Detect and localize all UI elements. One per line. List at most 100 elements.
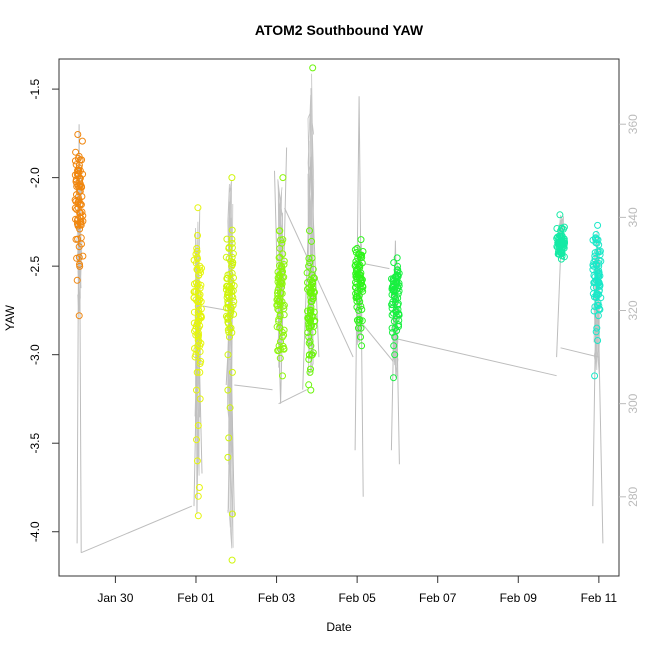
x-tick-label: Feb 01 <box>177 591 215 605</box>
data-point <box>193 457 201 465</box>
data-point <box>280 311 288 319</box>
data-point <box>594 312 602 320</box>
data-point <box>196 368 204 376</box>
data-point <box>279 174 287 182</box>
y-tick-label: -3.0 <box>28 344 42 365</box>
data-point <box>224 282 232 290</box>
x-tick-label: Feb 09 <box>500 591 538 605</box>
data-point <box>196 348 204 356</box>
data-point <box>79 212 87 220</box>
data-point <box>72 148 80 156</box>
data-point <box>72 176 80 184</box>
data-point <box>79 217 87 225</box>
data-point <box>591 372 599 380</box>
data-point <box>191 353 199 361</box>
data-point <box>278 265 286 273</box>
data-point <box>354 269 362 277</box>
data-point <box>308 254 316 262</box>
data-point <box>596 280 604 288</box>
line-segment <box>76 124 82 553</box>
data-point <box>227 304 235 312</box>
data-point <box>276 296 284 303</box>
data-point <box>310 274 318 282</box>
data-point <box>593 324 601 332</box>
data-point <box>198 264 205 272</box>
data-point <box>595 302 603 309</box>
data-point <box>590 272 598 279</box>
data-point <box>280 301 288 309</box>
data-point <box>230 310 238 318</box>
y2-tick-label: 360 <box>626 114 640 134</box>
y-tick-label: -3.5 <box>28 433 42 454</box>
data-point <box>357 236 365 244</box>
data-point <box>594 337 602 344</box>
data-point <box>194 492 202 500</box>
data-point <box>226 288 234 296</box>
data-point <box>190 319 198 327</box>
data-point <box>275 227 283 235</box>
data-point <box>390 342 398 350</box>
data-point <box>311 288 318 296</box>
data-point <box>228 226 236 234</box>
data-point <box>279 268 286 276</box>
data-point <box>194 512 202 520</box>
data-point <box>595 287 603 295</box>
data-point <box>222 312 230 320</box>
data-point <box>358 342 366 350</box>
data-point <box>307 365 314 373</box>
data-point <box>305 355 313 363</box>
data-point <box>274 302 282 309</box>
data-point <box>78 208 86 216</box>
data-point <box>224 386 232 394</box>
data-point <box>353 275 361 283</box>
data-point <box>592 231 600 238</box>
data-point <box>227 257 235 265</box>
data-point <box>229 293 237 301</box>
yaw-point-series <box>71 64 605 564</box>
data-point <box>75 198 83 206</box>
data-point <box>228 239 236 247</box>
data-point <box>228 510 236 518</box>
data-point <box>276 354 284 362</box>
y2-tick-label: 300 <box>626 393 640 413</box>
data-point <box>309 265 317 273</box>
data-point <box>224 351 232 359</box>
data-point <box>228 174 236 182</box>
data-point <box>307 303 315 311</box>
data-point <box>595 270 603 278</box>
data-point <box>308 322 316 330</box>
data-point <box>191 327 198 335</box>
data-point <box>358 306 366 313</box>
data-point <box>558 248 566 256</box>
data-point <box>194 422 202 429</box>
data-point <box>197 357 205 365</box>
data-point <box>593 236 601 244</box>
y-axis: -4.0 -3.5 -3.0 -2.5 -2.0 -1.5 <box>28 78 59 542</box>
data-point <box>558 225 566 233</box>
data-point <box>226 325 234 333</box>
data-point <box>225 434 233 442</box>
data-point <box>358 317 366 325</box>
data-point <box>277 236 284 244</box>
data-point <box>196 395 204 403</box>
line-segment <box>560 347 600 358</box>
data-point <box>197 305 205 313</box>
line-segment <box>365 263 390 270</box>
data-point <box>197 281 205 289</box>
data-point <box>277 345 284 353</box>
data-point <box>193 436 200 444</box>
y-tick-label: -2.0 <box>28 167 42 188</box>
data-point <box>592 328 600 336</box>
data-point <box>228 556 236 564</box>
data-point <box>193 282 201 290</box>
data-point <box>352 293 360 301</box>
data-point <box>558 234 566 242</box>
data-point <box>589 236 597 244</box>
data-point <box>190 308 198 316</box>
data-point <box>306 337 314 345</box>
data-point <box>226 404 234 412</box>
y-tick-label: -1.5 <box>28 78 42 99</box>
data-point <box>195 484 203 491</box>
data-point <box>306 368 314 376</box>
y-tick-label: -2.5 <box>28 255 42 276</box>
